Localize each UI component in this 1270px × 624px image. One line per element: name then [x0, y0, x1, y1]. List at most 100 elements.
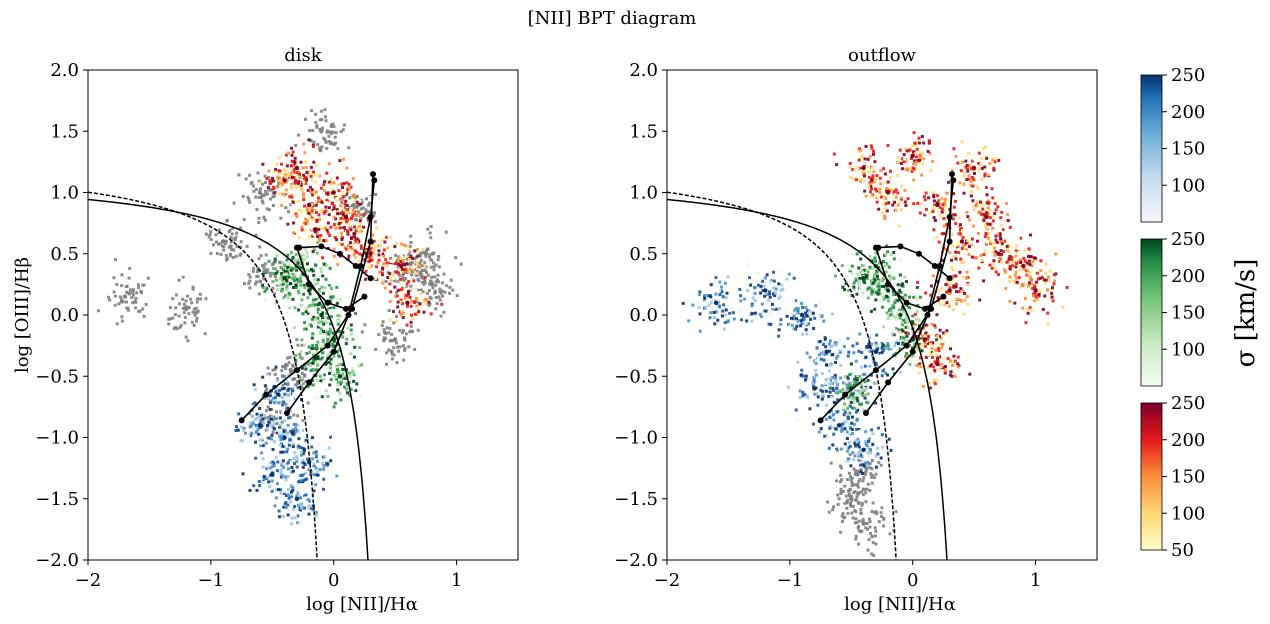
model-grid-node: [885, 379, 892, 386]
scatter-point: [268, 414, 272, 418]
scatter-point: [380, 239, 384, 242]
scatter-point: [420, 268, 424, 272]
scatter-point: [348, 210, 352, 214]
scatter-point: [791, 312, 795, 316]
scatter-point: [229, 254, 233, 258]
scatter-point: [886, 250, 890, 254]
scatter-point: [924, 207, 928, 211]
scatter-point: [291, 267, 295, 270]
scatter-point: [945, 223, 949, 227]
scatter-point: [912, 202, 916, 206]
scatter-point: [843, 410, 847, 414]
scatter-point: [407, 255, 411, 259]
scatter-point: [875, 333, 879, 337]
scatter-point: [905, 352, 909, 356]
scatter-point: [278, 197, 282, 201]
scatter-point: [309, 243, 313, 247]
scatter-point: [291, 469, 295, 473]
scatter-point: [329, 357, 333, 361]
scatter-point: [885, 311, 889, 315]
scatter-point: [255, 280, 258, 284]
scatter-point: [417, 288, 420, 292]
scatter-point: [297, 494, 301, 498]
scatter-point: [915, 310, 919, 314]
scatter-point: [1007, 250, 1011, 254]
scatter-point: [388, 236, 392, 240]
scatter-point: [208, 233, 212, 237]
scatter-point: [331, 201, 334, 205]
scatter-point: [971, 184, 975, 188]
scatter-point: [1011, 264, 1014, 268]
scatter-point: [263, 416, 267, 420]
scatter-point: [437, 255, 441, 258]
scatter-point: [286, 406, 290, 410]
scatter-point: [300, 376, 304, 380]
scatter-point: [919, 202, 923, 206]
scatter-point: [925, 338, 929, 341]
scatter-point: [407, 292, 410, 296]
scatter-point: [294, 253, 298, 257]
scatter-point: [315, 514, 318, 518]
scatter-point: [864, 439, 868, 443]
y-tick-label: −2.0: [35, 550, 79, 571]
scatter-point: [373, 253, 377, 257]
scatter-point: [985, 211, 989, 215]
scatter-point: [859, 507, 863, 511]
scatter-point: [912, 162, 916, 166]
scatter-point: [869, 185, 872, 189]
scatter-point: [854, 483, 858, 487]
scatter-point: [854, 510, 858, 514]
scatter-point: [263, 384, 267, 388]
scatter-point: [1027, 284, 1031, 288]
scatter-point: [279, 491, 283, 495]
scatter-point: [785, 314, 789, 318]
scatter-point: [284, 382, 287, 385]
scatter-point: [386, 271, 390, 275]
scatter-point: [859, 390, 862, 394]
scatter-point: [325, 209, 329, 213]
scatter-point: [258, 419, 262, 423]
scatter-point: [315, 346, 319, 350]
scatter-point: [433, 275, 437, 279]
scatter-point: [836, 389, 840, 393]
scatter-point: [306, 222, 310, 226]
scatter-point: [341, 213, 345, 217]
scatter-point: [281, 278, 284, 282]
panel-disk: disk −2 −1 0 1−2.0−1.5−1.0−0.50.00.51.01.52…: [12, 45, 519, 615]
scatter-point: [827, 399, 831, 403]
scatter-point: [445, 284, 449, 288]
scatter-point: [932, 378, 936, 382]
scatter-point: [301, 188, 305, 192]
scatter-point: [364, 277, 368, 281]
scatter-point: [284, 169, 288, 173]
scatter-point: [323, 180, 327, 184]
scatter-point: [237, 412, 241, 416]
scatter-point: [409, 270, 413, 273]
scatter-point: [439, 314, 443, 318]
scatter-point: [796, 360, 800, 364]
scatter-point: [289, 184, 293, 188]
x-tick-label: 1: [451, 570, 462, 591]
scatter-point: [911, 144, 915, 148]
scatter-point: [437, 295, 441, 299]
scatter-point: [301, 312, 305, 316]
scatter-point: [299, 160, 303, 164]
scatter-point: [909, 157, 913, 160]
scatter-point: [338, 235, 342, 239]
scatter-point: [248, 275, 252, 279]
scatter-point: [888, 355, 892, 359]
scatter-point: [977, 168, 981, 172]
scatter-point: [406, 290, 410, 293]
scatter-point: [275, 410, 278, 414]
scatter-point: [261, 417, 265, 421]
scatter-point-composite: [898, 312, 903, 318]
scatter-point: [750, 304, 754, 308]
scatter-point: [916, 201, 920, 205]
scatter-point: [357, 237, 360, 241]
scatter-point: [327, 162, 331, 166]
scatter-point: [753, 311, 757, 315]
scatter-point: [935, 194, 939, 198]
scatter-point: [97, 309, 100, 313]
scatter-point: [879, 182, 883, 186]
scatter-point: [324, 277, 328, 281]
